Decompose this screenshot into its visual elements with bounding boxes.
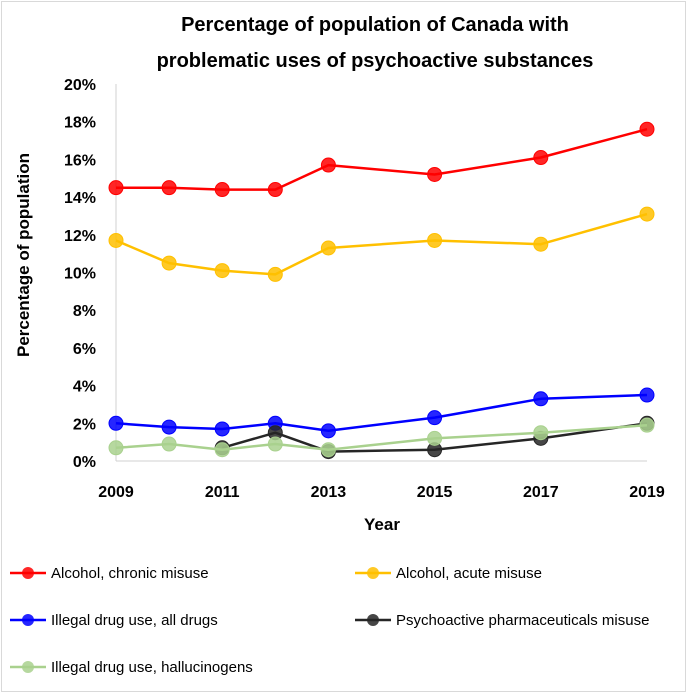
data-point xyxy=(214,421,230,437)
data-point xyxy=(533,425,549,441)
data-point xyxy=(214,182,230,198)
data-point xyxy=(214,263,230,279)
legend-marker xyxy=(22,567,34,579)
x-axis-title: Year xyxy=(364,515,400,534)
data-point xyxy=(320,157,336,173)
series-5 xyxy=(108,417,655,458)
legend: Alcohol, chronic misuse Alcohol, acute mi… xyxy=(10,565,649,676)
series-2 xyxy=(108,206,655,282)
series-line xyxy=(116,127,648,191)
data-point xyxy=(320,240,336,256)
data-point xyxy=(533,150,549,166)
y-tick-label: 12% xyxy=(64,228,96,245)
legend-label: Alcohol, chronic misuse xyxy=(51,565,209,582)
data-point xyxy=(267,266,283,282)
legend-marker xyxy=(22,661,34,673)
legend-item: Psychoactive pharmaceuticals misuse xyxy=(355,612,649,629)
y-tick-label: 0% xyxy=(73,454,96,471)
x-tick-label: 2015 xyxy=(417,484,453,501)
y-tick-label: 20% xyxy=(64,77,96,94)
x-tick-label: 2017 xyxy=(523,484,559,501)
data-point xyxy=(427,410,443,426)
x-tick-label: 2019 xyxy=(629,484,665,501)
legend-marker xyxy=(22,614,34,626)
plot-axes xyxy=(115,84,647,462)
chart-title: Percentage of population of Canada with … xyxy=(157,14,594,72)
legend-marker xyxy=(367,567,379,579)
legend-marker xyxy=(367,614,379,626)
data-point xyxy=(639,417,655,433)
y-tick-label: 10% xyxy=(64,266,96,283)
y-tick-label: 16% xyxy=(64,152,96,169)
data-point xyxy=(108,232,124,248)
x-tick-label: 2011 xyxy=(205,484,240,501)
series-layer xyxy=(108,121,655,460)
data-point xyxy=(320,442,336,458)
data-point xyxy=(427,232,443,248)
y-tick-label: 6% xyxy=(73,341,96,358)
series-1 xyxy=(108,121,655,198)
data-point xyxy=(161,436,177,452)
data-point xyxy=(161,419,177,435)
data-point xyxy=(161,255,177,271)
data-point xyxy=(427,430,443,446)
series-line xyxy=(115,423,648,451)
legend-label: Illegal drug use, hallucinogens xyxy=(51,659,253,676)
data-point xyxy=(427,166,443,182)
legend-label: Psychoactive pharmaceuticals misuse xyxy=(396,612,649,629)
data-point xyxy=(267,182,283,198)
y-tick-label: 4% xyxy=(73,379,96,396)
data-point xyxy=(267,436,283,452)
y-tick-label: 8% xyxy=(73,303,96,320)
x-tick-label: 2009 xyxy=(98,484,134,501)
x-tick-label: 2013 xyxy=(311,484,347,501)
chart-title-line-2: problematic uses of psychoactive substan… xyxy=(157,50,594,72)
data-point xyxy=(108,415,124,431)
data-point xyxy=(108,180,124,196)
chart-title-line-1: Percentage of population of Canada with xyxy=(181,14,569,36)
y-tick-label: 18% xyxy=(64,115,96,132)
legend-item: Alcohol, chronic misuse xyxy=(10,565,209,582)
data-point xyxy=(533,236,549,252)
y-tick-label: 2% xyxy=(73,416,96,433)
data-point xyxy=(639,387,655,403)
series-line xyxy=(115,212,648,276)
data-point xyxy=(533,391,549,407)
data-point xyxy=(108,440,124,456)
series-line xyxy=(115,393,648,433)
legend-label: Alcohol, acute misuse xyxy=(396,565,542,582)
data-point xyxy=(214,442,230,458)
y-tick-label: 14% xyxy=(64,190,96,207)
data-point xyxy=(639,121,655,137)
legend-item: Illegal drug use, hallucinogens xyxy=(10,659,253,676)
legend-item: Illegal drug use, all drugs xyxy=(10,612,218,629)
x-axis-tick-labels: 2009 2011 2013 2015 2017 2019 xyxy=(98,484,665,501)
data-point xyxy=(639,206,655,222)
y-axis-title: Percentage of population xyxy=(14,153,33,357)
series-3 xyxy=(108,387,655,439)
data-point xyxy=(161,180,177,196)
series-line xyxy=(221,422,648,453)
y-axis-tick-labels: 0% 2% 4% 6% 8% 10% 12% 14% 16% 18% 20% xyxy=(64,77,96,471)
legend-item: Alcohol, acute misuse xyxy=(355,565,542,582)
legend-label: Illegal drug use, all drugs xyxy=(51,612,218,629)
data-point xyxy=(320,423,336,439)
